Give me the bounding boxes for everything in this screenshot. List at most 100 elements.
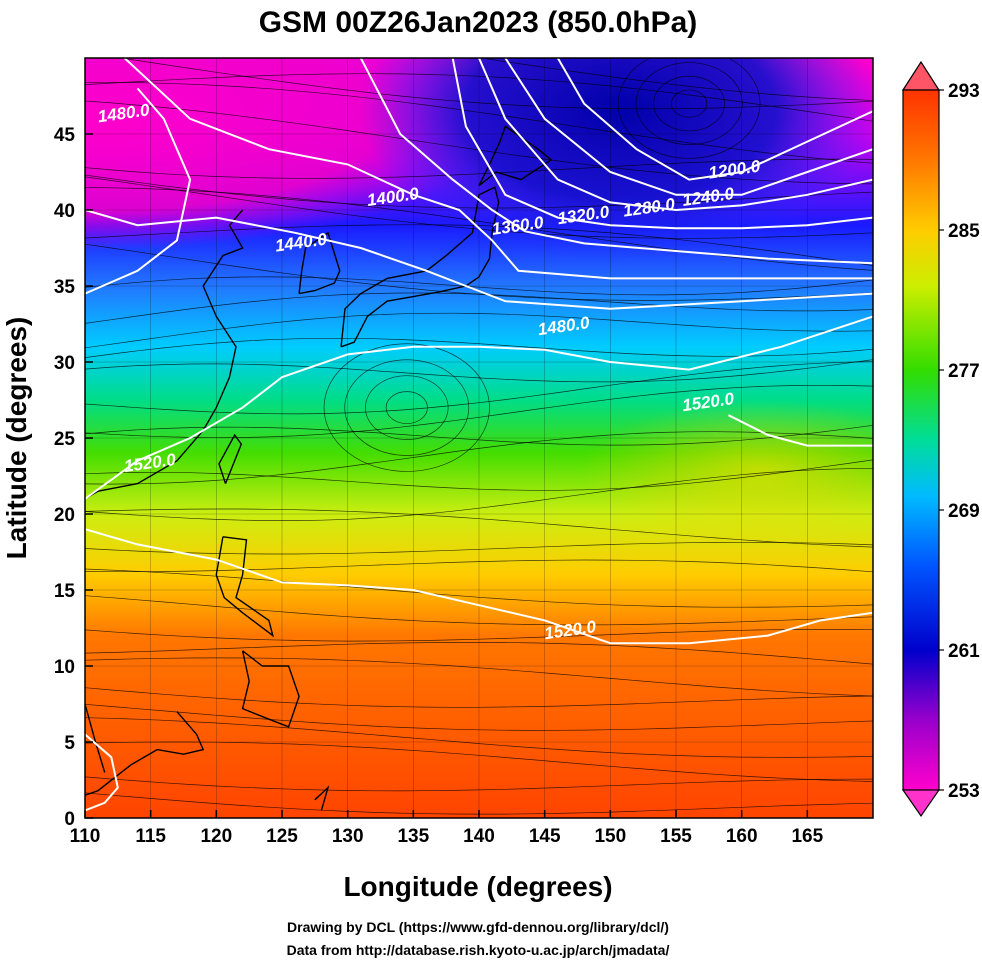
x-tick-label: 145 bbox=[529, 826, 561, 847]
colorbar-tick-label: 253 bbox=[948, 781, 980, 802]
contour-line bbox=[85, 733, 119, 812]
y-tick-label: 30 bbox=[54, 353, 75, 374]
y-tick-label: 35 bbox=[54, 277, 76, 298]
streamline bbox=[85, 629, 873, 642]
coastlines bbox=[85, 125, 553, 811]
coastline bbox=[218, 433, 243, 484]
credit-data: Data from http://database.rish.kyoto-u.a… bbox=[287, 942, 670, 958]
streamline bbox=[85, 595, 873, 626]
streamline-swirl bbox=[617, 58, 761, 159]
streamline bbox=[85, 717, 873, 758]
y-tick-label: 25 bbox=[54, 429, 76, 450]
contour-line bbox=[451, 58, 873, 230]
y-tick-label: 45 bbox=[54, 125, 76, 146]
contour-line bbox=[728, 414, 873, 447]
streamline bbox=[85, 703, 873, 731]
y-tick-label: 5 bbox=[64, 733, 75, 754]
coastline bbox=[85, 703, 106, 773]
colorbar: 293 285 277 269 261 253 bbox=[901, 60, 980, 818]
contour-line bbox=[478, 58, 873, 212]
contour-line bbox=[359, 58, 873, 265]
streamline bbox=[478, 58, 873, 101]
colorbar-tick-label: 293 bbox=[948, 81, 980, 102]
colorbar-top-arrow bbox=[901, 60, 941, 91]
height-contours bbox=[85, 58, 873, 812]
streamline bbox=[85, 361, 873, 415]
colorbar-scale bbox=[902, 89, 940, 791]
x-tick-label: 120 bbox=[200, 826, 232, 847]
colorbar-bottom-arrow bbox=[901, 789, 941, 818]
coastline bbox=[478, 125, 553, 187]
colorbar-tick-label: 261 bbox=[948, 641, 980, 662]
contour-line bbox=[85, 528, 873, 645]
streamline bbox=[85, 81, 873, 164]
streamline bbox=[85, 243, 873, 301]
y-tick-label: 40 bbox=[54, 201, 75, 222]
x-axis-ticks: 110 115 120 125 130 135 140 145 150 155 160 165 bbox=[70, 810, 824, 847]
streamline bbox=[85, 541, 873, 555]
streamline-swirl bbox=[385, 391, 428, 424]
x-tick-label: 130 bbox=[332, 826, 364, 847]
streamline-swirl bbox=[635, 62, 743, 145]
y-axis-ticks: 0 5 10 15 20 25 30 35 40 45 bbox=[54, 125, 93, 830]
streamline bbox=[85, 776, 873, 792]
x-tick-label: 140 bbox=[463, 826, 495, 847]
y-tick-label: 10 bbox=[54, 657, 75, 678]
x-tick-label: 165 bbox=[791, 826, 823, 847]
cold-low-northeast bbox=[360, 58, 873, 260]
coastline bbox=[314, 785, 330, 811]
x-tick-label: 115 bbox=[135, 826, 166, 847]
y-tick-label: 0 bbox=[64, 809, 75, 830]
streamline bbox=[117, 58, 873, 110]
contour-line bbox=[123, 58, 873, 280]
x-tick-label: 135 bbox=[397, 826, 429, 847]
contour-line bbox=[85, 209, 873, 310]
x-tick-label: 125 bbox=[266, 826, 298, 847]
y-tick-label: 20 bbox=[54, 505, 75, 526]
contour-line bbox=[556, 58, 873, 181]
x-tick-label: 110 bbox=[70, 826, 101, 847]
x-axis-title: Longitude (degrees) bbox=[343, 871, 612, 902]
streamline bbox=[85, 559, 873, 573]
coastline bbox=[85, 209, 244, 500]
streamline bbox=[85, 741, 873, 782]
x-tick-label: 160 bbox=[726, 826, 758, 847]
coastline bbox=[340, 186, 500, 348]
warm-region-east bbox=[580, 400, 873, 540]
streamline bbox=[85, 276, 873, 296]
streamline-swirl bbox=[344, 359, 470, 456]
streamline bbox=[85, 424, 873, 446]
streamline bbox=[85, 312, 873, 349]
colorbar-tick-label: 285 bbox=[948, 221, 980, 242]
y-tick-label: 15 bbox=[54, 581, 76, 602]
streamline bbox=[85, 158, 873, 179]
x-tick-label: 150 bbox=[594, 826, 626, 847]
coastline bbox=[241, 650, 300, 728]
streamline-swirl bbox=[365, 375, 449, 440]
streamline bbox=[85, 73, 873, 122]
credit-drawing: Drawing by DCL (https://www.gfd-dennou.o… bbox=[287, 919, 669, 935]
streamline-swirl bbox=[671, 89, 708, 118]
contour-line bbox=[85, 87, 192, 295]
colorbar-tick-label: 277 bbox=[948, 361, 980, 382]
plot-area: 1200.01240.01280.01320.01360.01400.01440… bbox=[85, 58, 873, 818]
streamline-swirl bbox=[323, 343, 490, 472]
contour-line bbox=[85, 315, 873, 500]
streamline bbox=[85, 459, 873, 491]
coastline bbox=[85, 711, 205, 796]
streamline bbox=[85, 359, 873, 383]
coastline bbox=[298, 231, 341, 295]
streamline bbox=[85, 642, 873, 665]
colorbar-tick-label: 269 bbox=[948, 501, 980, 522]
coastline bbox=[215, 536, 274, 638]
streamline bbox=[85, 174, 873, 209]
contour-line bbox=[504, 58, 873, 196]
map-title: GSM 00Z26Jan2023 (850.0hPa) bbox=[259, 6, 698, 39]
streamline-swirl bbox=[653, 75, 725, 132]
x-tick-label: 155 bbox=[660, 826, 692, 847]
y-axis-title: Latitude (degrees) bbox=[1, 317, 32, 560]
streamline bbox=[85, 431, 873, 485]
wind-streamlines bbox=[85, 58, 873, 815]
colorbar-ticks: 293 285 277 269 261 253 bbox=[939, 81, 980, 802]
